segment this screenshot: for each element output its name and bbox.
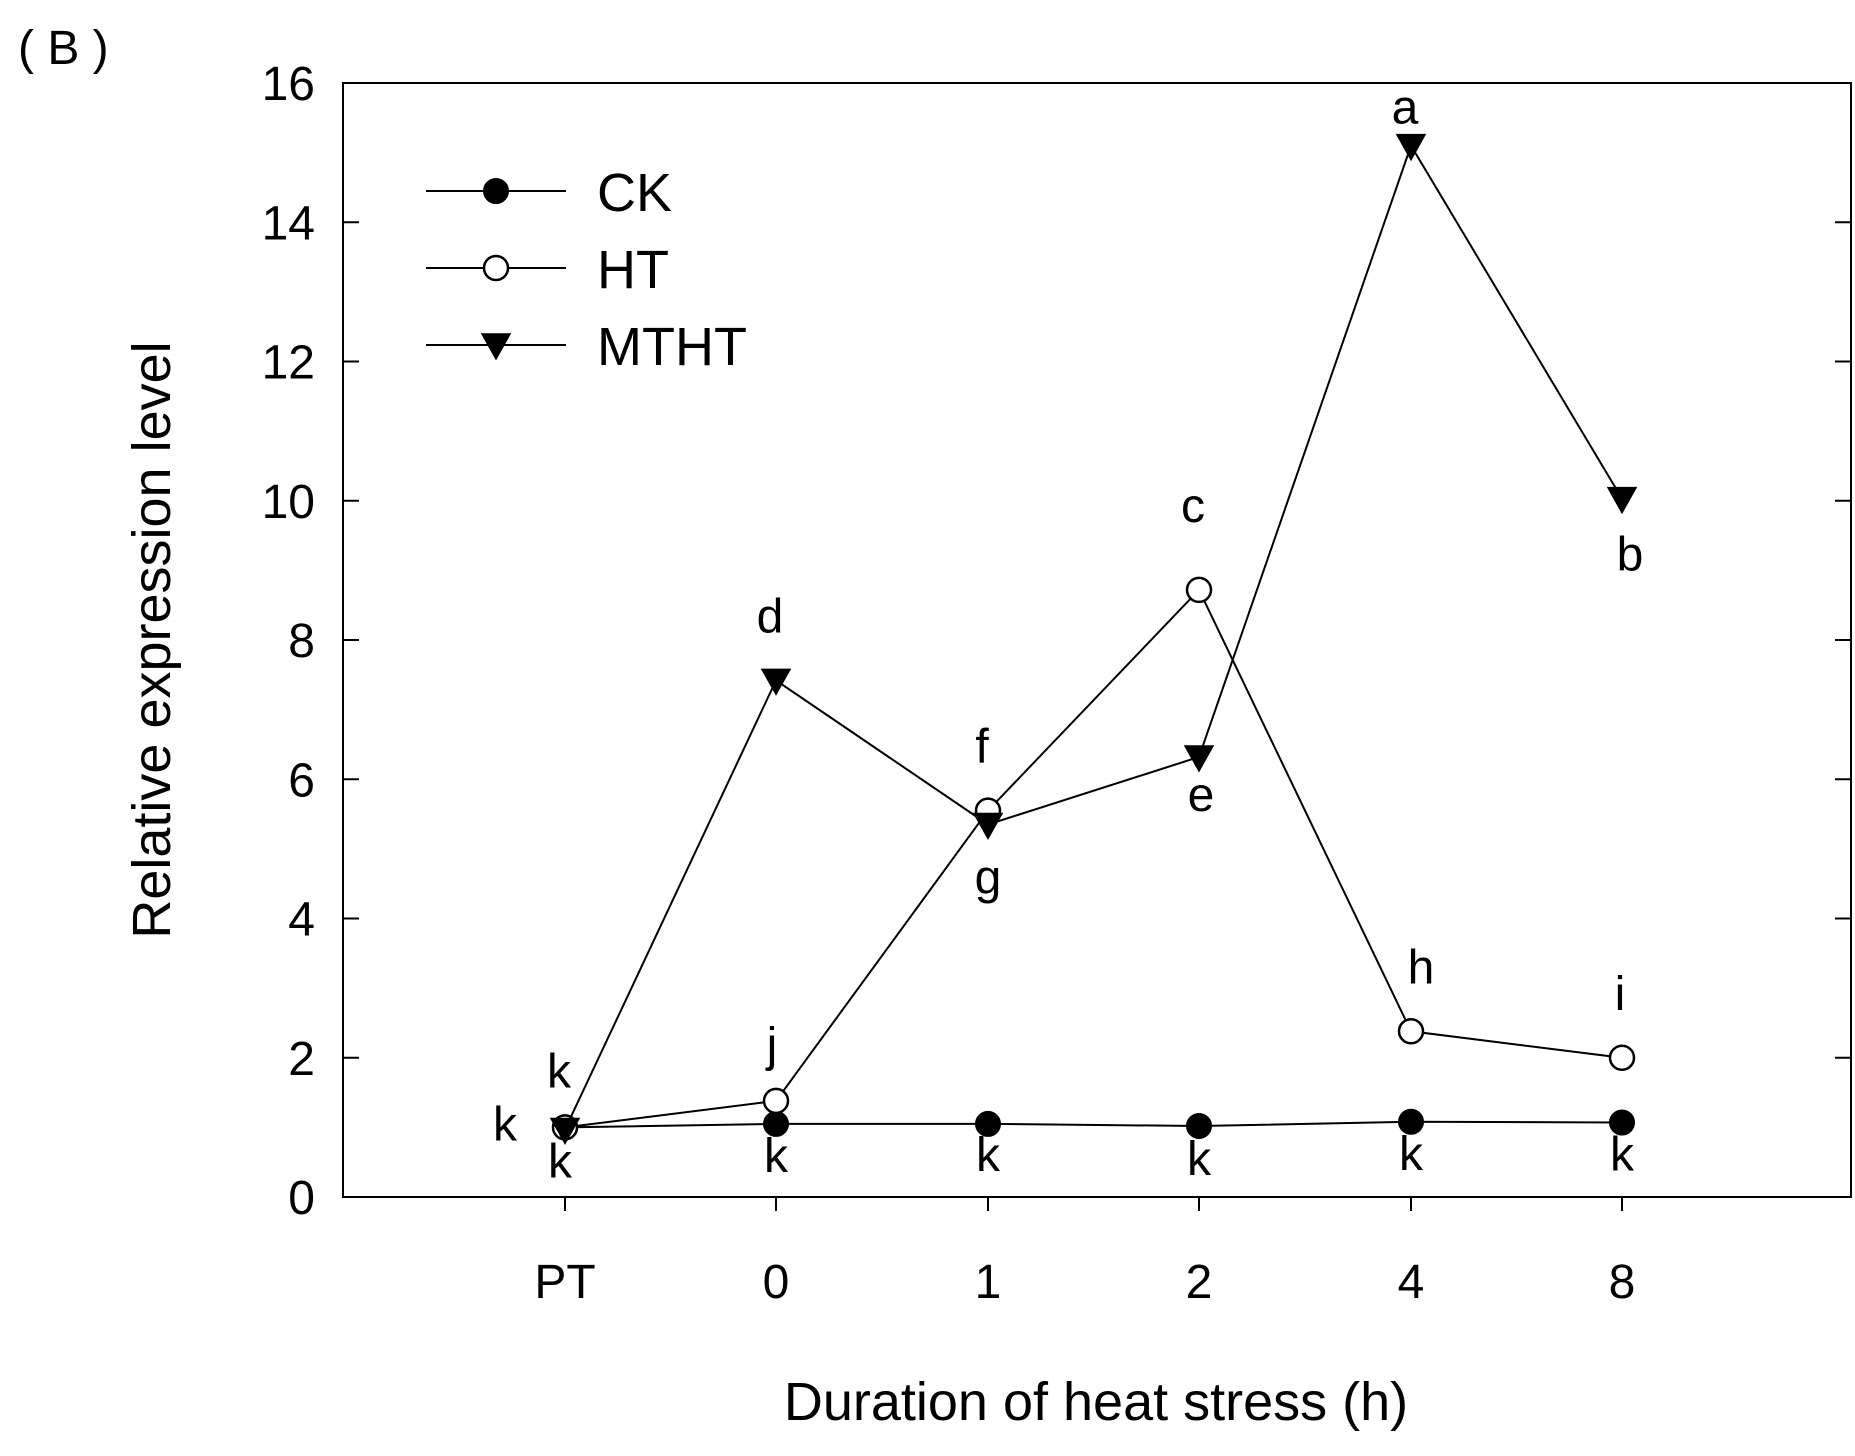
- series-mtht-point: [549, 1117, 581, 1145]
- series-ck: [552, 1108, 1635, 1141]
- x-tick-label: 8: [1609, 1256, 1636, 1309]
- sig-label-ht: i: [1615, 968, 1626, 1021]
- x-tick-label: 2: [1186, 1256, 1213, 1309]
- series-ck-line: [564, 1120, 1623, 1129]
- y-axis-label: Relative expression level: [122, 341, 182, 938]
- y-tick-label: 10: [262, 476, 315, 529]
- y-tick-label: 0: [288, 1172, 315, 1225]
- series-ht: [551, 576, 1636, 1141]
- series-ht-point: [1608, 1044, 1636, 1071]
- sig-label-ht: k: [547, 1045, 572, 1098]
- legend-marker-ck: [483, 178, 509, 204]
- x-tick-label: 1: [975, 1256, 1002, 1309]
- sig-label-ht: f: [975, 721, 989, 774]
- sig-label-ht: j: [765, 1019, 778, 1072]
- legend-label-ck: CK: [597, 163, 672, 223]
- sig-label-mtht: g: [975, 852, 1002, 905]
- series-mtht-point: [1183, 745, 1215, 773]
- series-mtht-point: [760, 668, 792, 696]
- x-tick-label: 0: [763, 1256, 790, 1309]
- sig-label-mtht: b: [1617, 529, 1644, 582]
- sig-label-ht: h: [1408, 941, 1435, 994]
- series-ck-point: [1186, 1112, 1212, 1139]
- series-ht-point: [1185, 576, 1213, 604]
- plot-frame: [342, 82, 1852, 1198]
- y-axis: 0 2 4 6 8 10 12 14 16: [262, 58, 1851, 1225]
- sig-label-ck: k: [1399, 1128, 1424, 1181]
- legend: CK HT MTHT: [426, 163, 747, 377]
- sig-label-mtht: a: [1392, 82, 1419, 135]
- y-tick-label: 6: [288, 754, 315, 807]
- series-ht-point: [1397, 1018, 1425, 1045]
- sig-label-ck: k: [493, 1098, 518, 1151]
- y-tick-label: 12: [262, 337, 315, 390]
- legend-marker-ht: [482, 254, 510, 282]
- y-tick-label: 16: [262, 58, 315, 111]
- legend-label-ht: HT: [597, 240, 669, 300]
- y-tick-label: 8: [288, 615, 315, 668]
- series-ck-point: [1609, 1109, 1635, 1136]
- y-tick-label: 4: [288, 894, 315, 947]
- series-mtht-point: [1606, 486, 1638, 515]
- series-ck-point: [1398, 1108, 1424, 1135]
- series-ck-point: [975, 1110, 1001, 1137]
- series-layer: [549, 133, 1638, 1145]
- series-mtht-point: [972, 812, 1004, 841]
- legend-marker-mtht: [480, 333, 512, 361]
- legend-label-mtht: MTHT: [597, 317, 747, 377]
- sig-label-ck: k: [976, 1129, 1001, 1182]
- sig-label-ht: c: [1181, 480, 1205, 533]
- series-mtht-line: [564, 143, 1623, 1130]
- panel-label: ( B ): [18, 22, 109, 75]
- x-tick-label: PT: [534, 1256, 595, 1309]
- series-mtht: [549, 133, 1638, 1145]
- series-ht-point: [762, 1087, 790, 1115]
- sig-label-ck: k: [1610, 1129, 1635, 1182]
- x-axis-label: Duration of heat stress (h): [784, 1372, 1408, 1432]
- sig-label-mtht: d: [757, 590, 784, 643]
- y-tick-label: 2: [288, 1033, 315, 1086]
- x-tick-label: 4: [1398, 1256, 1425, 1309]
- y-tick-label: 14: [262, 197, 315, 250]
- x-axis: PT 0 1 2 4 8: [534, 1197, 1635, 1309]
- sig-label-mtht: k: [548, 1135, 573, 1188]
- sig-label-mtht: e: [1188, 769, 1215, 822]
- series-mtht-point: [1395, 133, 1427, 162]
- sig-label-ck: k: [1187, 1133, 1212, 1186]
- sig-label-ck: k: [764, 1130, 789, 1183]
- series-ht-line: [564, 588, 1623, 1129]
